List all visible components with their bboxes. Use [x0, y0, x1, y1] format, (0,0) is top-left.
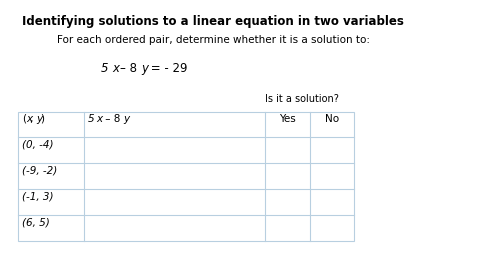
Text: Is it a solution?: Is it a solution?: [265, 94, 339, 104]
Text: (: (: [22, 114, 26, 124]
Text: For each ordered pair, determine whether it is a solution to:: For each ordered pair, determine whether…: [57, 35, 370, 45]
Text: = - 29: = - 29: [147, 62, 188, 75]
Text: x: x: [26, 114, 32, 124]
Text: ,: ,: [30, 114, 37, 124]
Text: – 8: – 8: [120, 62, 137, 75]
Text: No: No: [325, 114, 339, 124]
Text: Yes: Yes: [279, 114, 296, 124]
Text: Identifying solutions to a linear equation in two variables: Identifying solutions to a linear equati…: [22, 15, 403, 28]
Text: y: y: [123, 114, 130, 124]
Bar: [18, 112, 354, 241]
Text: (-9, -2): (-9, -2): [22, 165, 57, 175]
Text: – 8: – 8: [102, 114, 120, 124]
Text: y: y: [141, 62, 148, 75]
Text: 5: 5: [87, 114, 94, 124]
Text: (6, 5): (6, 5): [22, 217, 50, 227]
Text: (0, -4): (0, -4): [22, 140, 54, 150]
Text: (-1, 3): (-1, 3): [22, 191, 54, 201]
Text: x: x: [96, 114, 102, 124]
Text: ): ): [40, 114, 44, 124]
Text: y: y: [36, 114, 43, 124]
Text: x: x: [112, 62, 120, 75]
Text: 5: 5: [100, 62, 108, 75]
